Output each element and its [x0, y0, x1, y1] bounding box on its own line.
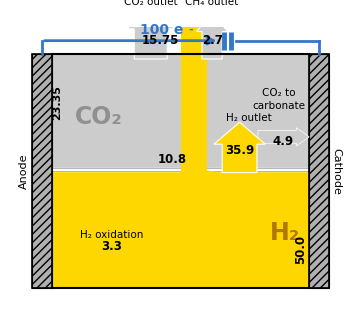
FancyArrow shape — [52, 242, 300, 275]
Text: 3.3: 3.3 — [101, 240, 122, 253]
Bar — [32, 54, 52, 288]
Bar — [32, 54, 52, 288]
Polygon shape — [208, 171, 240, 207]
Text: 23.35: 23.35 — [52, 85, 62, 120]
FancyArrow shape — [214, 122, 265, 172]
Text: H₂ outlet: H₂ outlet — [226, 113, 271, 123]
Text: 50.0: 50.0 — [295, 235, 308, 264]
Text: Cathode: Cathode — [332, 148, 342, 195]
Text: H₂: H₂ — [270, 221, 300, 245]
Text: 2.7: 2.7 — [202, 34, 222, 47]
FancyArrow shape — [258, 128, 309, 146]
Text: 15.75: 15.75 — [141, 34, 179, 47]
FancyArrow shape — [196, 13, 228, 59]
Text: 4.9: 4.9 — [272, 135, 293, 148]
Text: CO₂ to: CO₂ to — [262, 88, 296, 98]
Bar — [181, 27, 206, 271]
Text: CH₄ outlet: CH₄ outlet — [186, 0, 239, 7]
Bar — [52, 54, 309, 169]
Text: 35.9: 35.9 — [225, 144, 254, 157]
Text: carbonate: carbonate — [252, 101, 305, 111]
Bar — [309, 54, 329, 288]
Bar — [70, 246, 309, 271]
Bar — [309, 54, 329, 288]
FancyArrow shape — [127, 9, 175, 59]
Text: 10.8: 10.8 — [157, 153, 186, 166]
Text: CO₂ outlet: CO₂ outlet — [124, 0, 178, 7]
Bar — [52, 171, 309, 288]
Text: H₂ oxidation: H₂ oxidation — [80, 230, 143, 240]
Text: -: - — [188, 24, 193, 34]
Text: Anode: Anode — [19, 154, 29, 189]
Text: 100 e: 100 e — [140, 23, 183, 37]
Text: CO₂: CO₂ — [75, 105, 122, 129]
